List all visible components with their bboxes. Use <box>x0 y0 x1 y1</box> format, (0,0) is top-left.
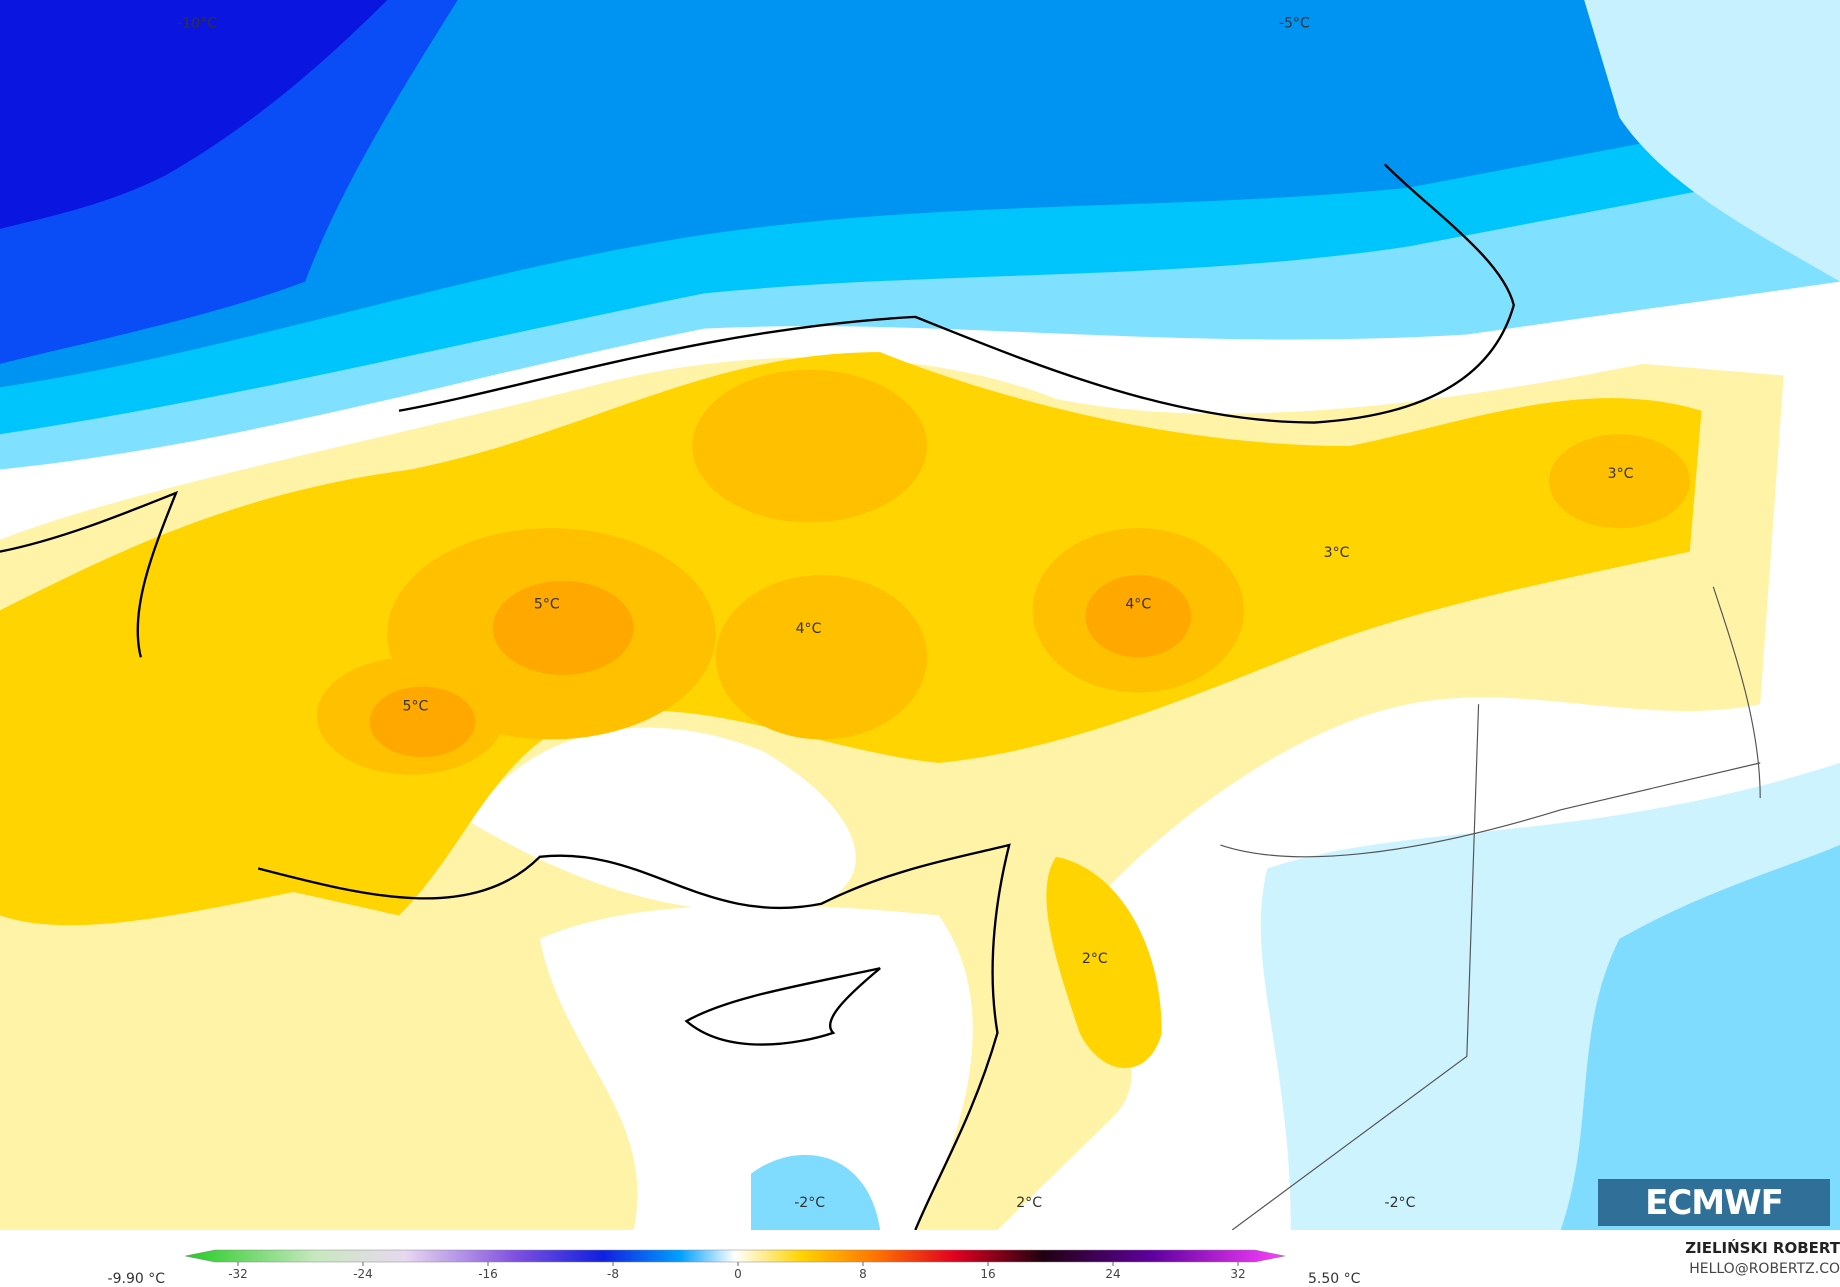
colorbar-tick-label: -8 <box>607 1267 619 1281</box>
contact: HELLO@ROBERTZ.CO <box>1689 1261 1840 1277</box>
map: -10°C -5°C 5°C 5°C 4°C 4°C 3°C 3°C 2°C -2°C 2°C -2°… <box>0 0 1840 1230</box>
temperature-label: 5°C <box>534 596 560 612</box>
warm-core <box>692 369 928 523</box>
warm-zone <box>1046 856 1162 1069</box>
cool-band <box>1584 0 1840 282</box>
temperature-label: 3°C <box>1324 545 1350 561</box>
temperature-label: 4°C <box>796 621 822 637</box>
temperature-label: 4°C <box>1125 596 1151 612</box>
colorbar-tick-label: 8 <box>859 1267 867 1281</box>
colorbar-ticks: -32 -24 -16 -8 0 8 16 24 32 <box>228 1262 1246 1281</box>
hot-core <box>1085 575 1192 658</box>
colorbar-tick-label: -32 <box>228 1267 248 1281</box>
neutral-zone <box>539 904 973 1230</box>
warm-core <box>1548 434 1690 529</box>
colorbar-tick-label: 0 <box>734 1267 742 1281</box>
hot-core <box>492 580 634 675</box>
cool-zone <box>751 1154 881 1230</box>
cold-zone <box>0 0 388 229</box>
colorbar-tick-label: 32 <box>1230 1267 1245 1281</box>
temperature-label: 2°C <box>1016 1195 1042 1211</box>
temperature-label: -2°C <box>794 1195 825 1211</box>
logo: ECMWF <box>1598 1179 1830 1226</box>
warm-core <box>715 575 928 740</box>
colorbar-max: 5.50 °C <box>1308 1271 1361 1287</box>
temperature-label: 5°C <box>402 699 428 715</box>
temperature-label: -2°C <box>1384 1195 1415 1211</box>
colorbar-tick-label: -16 <box>478 1267 498 1281</box>
neutral-zone <box>469 727 856 911</box>
map-labels: -10°C -5°C 5°C 5°C 4°C 4°C 3°C 3°C 2°C -2°C 2°C -2°… <box>177 15 1633 1211</box>
temperature-label: -5°C <box>1279 15 1310 31</box>
colorbar-min: -9.90 °C <box>108 1271 166 1287</box>
temperature-label: 2°C <box>1082 951 1108 967</box>
borders <box>1220 586 1761 1230</box>
cool-zone <box>1560 845 1840 1230</box>
hot-core <box>369 686 476 758</box>
coastlines <box>0 163 1515 1230</box>
colorbar-tick-label: -24 <box>353 1267 373 1281</box>
colorbar-tick-label: 24 <box>1105 1267 1120 1281</box>
colorbar-tick-label: 16 <box>980 1267 995 1281</box>
temperature-label: 3°C <box>1608 466 1634 482</box>
author: ZIELIŃSKI ROBERT <box>1685 1239 1840 1257</box>
colorbar-strip: -9.90 °C 5.50 °C -32 -24 -16 -8 0 8 16 24 32 <box>108 1249 1361 1287</box>
colorbar <box>184 1249 1286 1263</box>
temperature-label: -10°C <box>177 15 217 31</box>
